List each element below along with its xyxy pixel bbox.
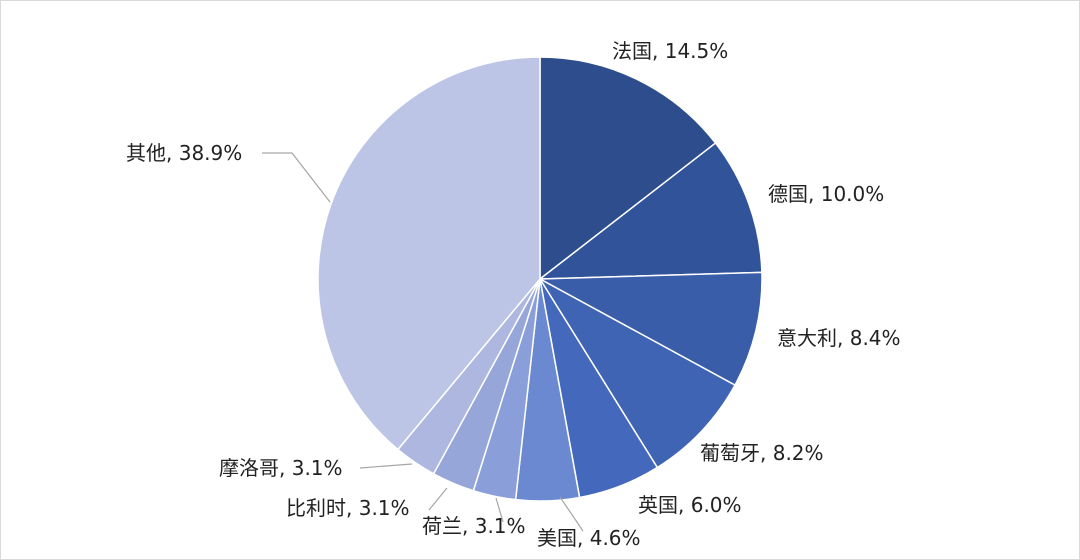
leader-line-7 bbox=[495, 497, 504, 523]
data-label-6: 美国, 4.6% bbox=[537, 526, 641, 550]
leader-line-8 bbox=[428, 487, 448, 511]
data-label-1: 法国, 14.5% bbox=[612, 39, 728, 63]
data-labels: 法国, 14.5% 德国, 10.0% 意大利, 8.4% 葡萄牙, 8.2% 英国, … bbox=[126, 39, 901, 550]
data-label-3: 意大利, 8.4% bbox=[777, 326, 901, 350]
leader-line-10 bbox=[262, 152, 331, 203]
data-label-9: 摩洛哥, 3.1% bbox=[219, 456, 343, 480]
pie-slice-3 bbox=[537, 271, 763, 387]
pie-slices bbox=[317, 56, 763, 502]
pie-slice-10 bbox=[317, 56, 541, 451]
data-label-4: 葡萄牙, 8.2% bbox=[700, 441, 824, 465]
pie-slice-1 bbox=[539, 56, 717, 281]
data-label-2: 德国, 10.0% bbox=[768, 182, 884, 206]
pie-slice-4 bbox=[537, 276, 737, 469]
leader-line-9 bbox=[359, 463, 413, 469]
leader-lines bbox=[262, 152, 584, 532]
data-label-5: 英国, 6.0% bbox=[638, 493, 742, 517]
leader-line-6 bbox=[559, 496, 584, 532]
data-label-7: 荷兰, 3.1% bbox=[422, 514, 526, 538]
data-label-10: 其他, 38.9% bbox=[126, 141, 242, 165]
data-label-8: 比利时, 3.1% bbox=[286, 496, 410, 520]
pie-slice-2 bbox=[537, 142, 763, 280]
